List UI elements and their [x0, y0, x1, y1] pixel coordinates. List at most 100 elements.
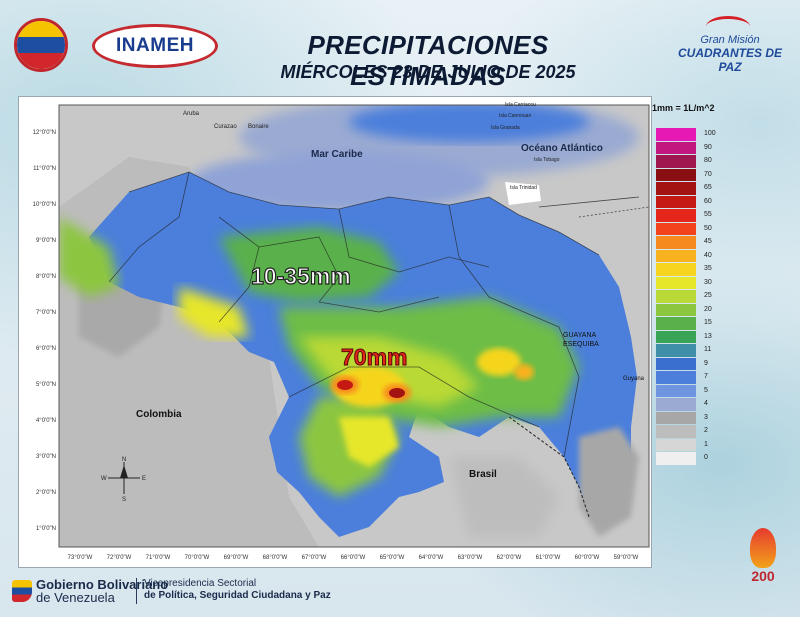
- inameh-logo-text: INAMEH: [116, 35, 194, 56]
- legend-row: 60: [656, 195, 716, 210]
- lon-tick: 72°0'0"W: [107, 555, 132, 561]
- compass-s: S: [122, 497, 126, 503]
- label-colombia: Colombia: [136, 409, 182, 420]
- lat-tick: 4°0'0"N: [36, 418, 56, 424]
- lon-tick: 70°0'0"W: [185, 555, 210, 561]
- lat-tick: 11°0'0"N: [33, 166, 56, 172]
- label-aruba: Aruba: [183, 111, 200, 117]
- lon-tick: 67°0'0"W: [302, 555, 327, 561]
- label-guyana: Guyana: [623, 376, 645, 382]
- legend-row: 55: [656, 209, 716, 223]
- footer: Gobierno Bolivariano de Venezuela Vicepr…: [0, 528, 800, 617]
- legend-swatch: [656, 438, 696, 451]
- legend-swatch: [656, 411, 696, 424]
- legend-swatch: [656, 236, 696, 249]
- compass-n: N: [122, 457, 126, 463]
- compass-e: E: [142, 476, 146, 482]
- label-esequiba: ESEQUIBA: [563, 341, 599, 348]
- legend-label: 9: [704, 359, 708, 367]
- legend-label: 4: [704, 400, 708, 407]
- label-brasil: Brasil: [469, 469, 497, 480]
- gob-line2: de Venezuela: [36, 590, 115, 605]
- lon-tick: 60°0'0"W: [575, 555, 600, 561]
- legend-row: 45: [656, 236, 716, 250]
- legend-label: 20: [704, 305, 712, 313]
- legend-swatch: [656, 263, 696, 276]
- state-boundaries: [108, 171, 600, 458]
- lon-tick: 64°0'0"W: [419, 555, 444, 561]
- legend-label: 35: [704, 265, 712, 272]
- legend-label: 11: [704, 346, 712, 353]
- lat-tick: 8°0'0"N: [36, 274, 56, 280]
- legend-row: 25: [656, 290, 716, 304]
- mision-line2: CUADRANTES DE PAZ: [677, 46, 782, 74]
- annotation-max: 70mm: [341, 344, 407, 370]
- legend-label: 90: [704, 143, 712, 151]
- label-trinidad: Isla Trinidad: [510, 185, 537, 191]
- inameh-logo: INAMEH: [92, 24, 218, 68]
- footer-divider: [136, 578, 137, 604]
- label-bonaire: Bonaire: [248, 124, 269, 130]
- legend-row: 9: [656, 357, 716, 372]
- label-tobago: Isla Tobago: [534, 157, 560, 163]
- vice-line2: de Política, Seguridad Ciudadana y Paz: [144, 590, 331, 601]
- annotation-range: 10-35mm: [251, 263, 351, 289]
- lon-tick: 62°0'0"W: [497, 555, 522, 561]
- legend-swatch: [656, 155, 696, 168]
- lat-tick: 10°0'0"N: [33, 202, 56, 208]
- lon-tick: 59°0'0"W: [614, 555, 639, 561]
- lon-tick: 63°0'0"W: [458, 555, 483, 561]
- legend-row: 20: [656, 303, 716, 318]
- legend-row: 4: [656, 398, 716, 412]
- legend-label: 5: [704, 386, 708, 394]
- legend-swatch: [656, 371, 696, 384]
- lat-tick: 9°0'0"N: [36, 238, 56, 244]
- legend-swatch: [656, 168, 696, 181]
- lon-tick: 73°0'0"W: [68, 555, 93, 561]
- legend-swatch: [656, 128, 696, 141]
- legend-swatch: [656, 344, 696, 357]
- legend-label: 2: [704, 427, 708, 434]
- legend-row: 80: [656, 155, 716, 169]
- lat-tick: 6°0'0"N: [36, 346, 56, 352]
- precipitation-legend: 100 90 80 70 65 60 55 50 45 40 35 30 25 20 15 13 11 9 7 5 4 3…: [656, 128, 716, 466]
- legend-label: 70: [704, 170, 712, 178]
- legend-label: 30: [704, 278, 712, 286]
- legend-swatch: [656, 330, 696, 343]
- lat-tick: 2°0'0"N: [36, 490, 56, 496]
- legend-label: 40: [704, 251, 712, 259]
- legend-unit: 1mm = 1L/m^2: [652, 103, 715, 113]
- legend-swatch: [656, 141, 696, 154]
- lon-tick: 69°0'0"W: [224, 555, 249, 561]
- legend-row: 7: [656, 371, 716, 385]
- legend-row: 50: [656, 222, 716, 237]
- legend-swatch: [656, 222, 696, 235]
- legend-label: 3: [704, 413, 708, 421]
- legend-label: 55: [704, 211, 712, 218]
- legend-row: 30: [656, 276, 716, 291]
- legend-row: 40: [656, 249, 716, 264]
- legend-row: 5: [656, 384, 716, 399]
- legend-row: 13: [656, 330, 716, 345]
- legend-swatch: [656, 398, 696, 411]
- legend-row: 65: [656, 182, 716, 196]
- legend-label: 13: [704, 332, 712, 340]
- legend-label: 0: [704, 454, 708, 461]
- precipitation-map: 12°0'0"N 11°0'0"N 10°0'0"N 9°0'0"N 8°0'0…: [18, 96, 652, 568]
- lat-tick: 3°0'0"N: [36, 454, 56, 460]
- legend-swatch: [656, 182, 696, 195]
- legend-swatch: [656, 249, 696, 262]
- legend-label: 60: [704, 197, 712, 205]
- lon-tick: 61°0'0"W: [536, 555, 561, 561]
- legend-swatch: [656, 384, 696, 397]
- legend-row: 2: [656, 425, 716, 439]
- legend-swatch: [656, 357, 696, 370]
- legend-label: 25: [704, 292, 712, 299]
- legend-row: 11: [656, 344, 716, 358]
- legend-swatch: [656, 290, 696, 303]
- lat-tick: 12°0'0"N: [33, 130, 56, 136]
- legend-label: 45: [704, 238, 712, 245]
- compass-w: W: [101, 476, 107, 482]
- gran-mision-logo: Gran Misión CUADRANTES DE PAZ: [670, 16, 790, 74]
- legend-row: 0: [656, 452, 716, 466]
